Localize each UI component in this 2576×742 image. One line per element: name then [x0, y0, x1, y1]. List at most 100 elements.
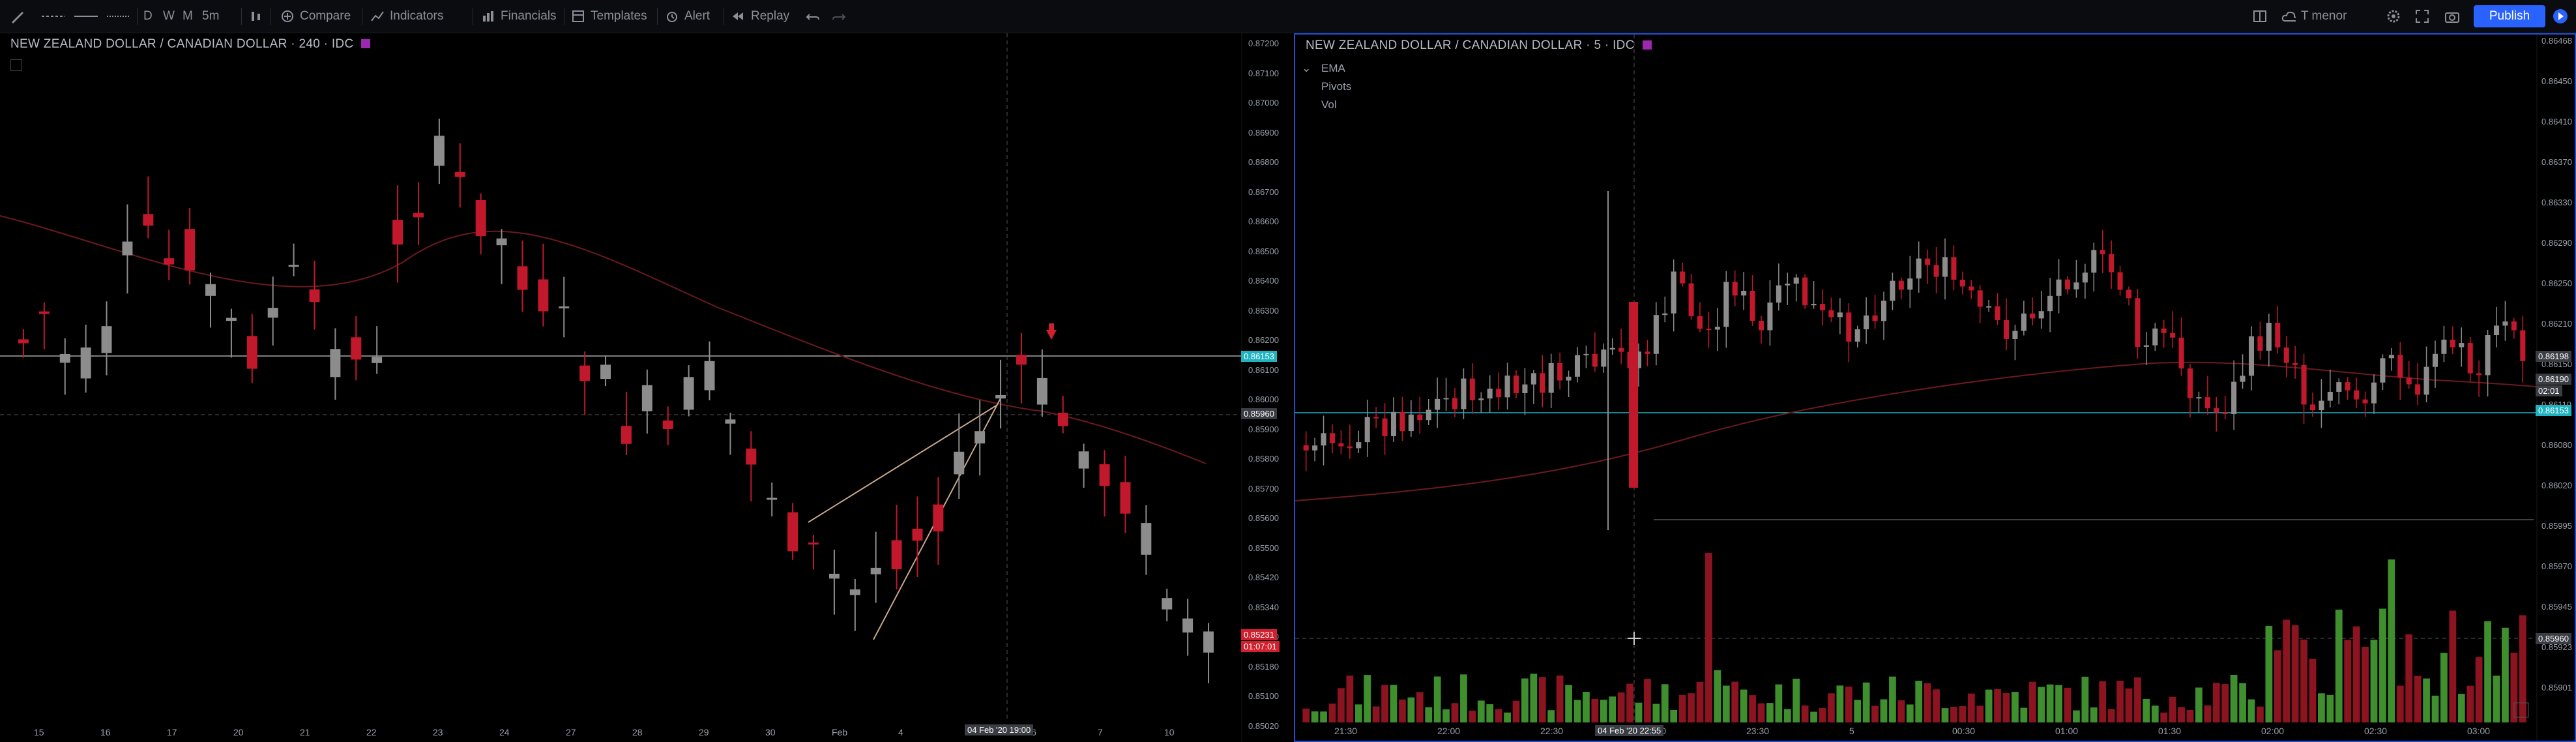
- volume-bar: [2247, 699, 2255, 722]
- price-tick-label: 0.85901: [2541, 683, 2572, 692]
- legend-collapse-icon[interactable]: ⌄: [1302, 62, 1311, 74]
- redo-icon[interactable]: [832, 0, 846, 33]
- candle-body: [2187, 368, 2193, 398]
- time-tick-label: 27: [566, 727, 576, 737]
- financials-label: Financials: [501, 9, 557, 23]
- line-width-icon[interactable]: [73, 0, 99, 33]
- layout-icon[interactable]: [2252, 0, 2268, 33]
- line-end-icon[interactable]: [106, 0, 132, 33]
- candle-body: [1723, 282, 1729, 327]
- candle-body: [2406, 377, 2412, 385]
- volume-bar: [1871, 705, 1879, 722]
- volume-bar: [2064, 687, 2071, 722]
- replay-label: Replay: [751, 9, 790, 23]
- interval-m[interactable]: M: [183, 9, 193, 23]
- legend-ema[interactable]: EMA: [1321, 62, 1345, 74]
- volume-bar: [1530, 674, 1538, 722]
- right-chart-symbol: NEW ZEALAND DOLLAR / CANADIAN DOLLAR · 5…: [1306, 38, 1635, 52]
- right-chart-canvas[interactable]: [1295, 35, 2575, 741]
- candle-body: [1898, 280, 1904, 290]
- candle-body: [621, 426, 632, 444]
- candle-body: [1452, 398, 1458, 409]
- volume-bar: [1845, 687, 1852, 722]
- candle-body: [2485, 335, 2491, 376]
- time-tick-label: 16: [100, 727, 111, 737]
- candle-body: [2248, 336, 2255, 376]
- right-chart-title: NEW ZEALAND DOLLAR / CANADIAN DOLLAR · 5…: [1306, 38, 1652, 53]
- settings-gear-icon[interactable]: [2386, 0, 2401, 33]
- compare-button[interactable]: Compare: [280, 0, 351, 33]
- candle-body: [1036, 378, 1047, 405]
- volume-bar: [1810, 711, 1817, 722]
- legend-vol[interactable]: Vol: [1321, 98, 1337, 111]
- candle-body: [2117, 272, 2123, 290]
- volume-bar: [2405, 634, 2413, 722]
- price-tick-label: 0.86400: [1248, 276, 1279, 286]
- candle-body: [1671, 271, 1676, 314]
- cloud-save-button[interactable]: T menor: [2281, 0, 2347, 33]
- chart-style-icon[interactable]: [249, 0, 263, 33]
- candle-body: [1758, 321, 1764, 331]
- time-tick-label: 7: [1098, 727, 1103, 737]
- left-chart-pane[interactable]: NEW ZEALAND DOLLAR / CANADIAN DOLLAR · 2…: [0, 33, 1291, 742]
- candle-body: [59, 353, 70, 363]
- candle-body: [1854, 329, 1860, 342]
- templates-button[interactable]: Templates: [571, 0, 647, 33]
- price-tick-label: 0.85500: [1248, 542, 1279, 553]
- replay-button[interactable]: Replay: [731, 0, 789, 33]
- candle-body: [454, 171, 465, 177]
- collapse-legend-icon[interactable]: [10, 59, 22, 71]
- candle-body: [1592, 353, 1598, 367]
- candle-body: [787, 512, 798, 552]
- candle-body: [1749, 291, 1755, 321]
- right-chart-pane[interactable]: NEW ZEALAND DOLLAR / CANADIAN DOLLAR · 5…: [1294, 33, 2576, 742]
- candle-body: [600, 364, 611, 379]
- volume-bar: [1880, 699, 1888, 722]
- volume-bar: [2300, 639, 2307, 722]
- candle-body: [1629, 302, 1638, 488]
- undo-icon[interactable]: [806, 0, 820, 33]
- volume-bar: [1897, 700, 1905, 722]
- candle-body: [2003, 320, 2010, 339]
- interval-5m[interactable]: 5m: [202, 9, 220, 23]
- publish-button[interactable]: Publish: [2474, 5, 2545, 27]
- fullscreen-icon[interactable]: [2415, 0, 2429, 33]
- volume-bar: [2221, 684, 2229, 722]
- candle-body: [1933, 265, 1939, 277]
- volume-bar: [2265, 625, 2273, 722]
- financials-button[interactable]: Financials: [481, 0, 557, 33]
- volume-bar: [1906, 704, 1914, 722]
- volume-bar: [2160, 712, 2168, 722]
- candle-body: [1583, 353, 1589, 355]
- play-circle-icon[interactable]: [2552, 0, 2569, 33]
- candle-body: [1732, 282, 1738, 296]
- candle-body: [538, 279, 549, 312]
- camera-icon[interactable]: [2444, 0, 2460, 33]
- volume-bar: [2326, 694, 2334, 722]
- price-tick-label: 0.86450: [2541, 76, 2572, 86]
- volume-bar: [2134, 677, 2141, 722]
- interval-d[interactable]: D: [143, 9, 153, 23]
- candle-body: [1969, 286, 1974, 291]
- candle-body: [80, 347, 91, 379]
- volume-bar: [1635, 702, 1643, 722]
- indicators-button[interactable]: Indicators: [370, 0, 443, 33]
- candle-body: [1329, 433, 1336, 443]
- volume-bar: [2169, 696, 2176, 722]
- volume-bar: [1416, 692, 1424, 722]
- interval-w[interactable]: W: [163, 9, 175, 23]
- volume-bar: [2151, 705, 2159, 722]
- candle-body: [1680, 271, 1686, 284]
- candle-body: [1417, 414, 1423, 421]
- drawing-tool-icon[interactable]: [9, 0, 26, 33]
- alert-button[interactable]: Alert: [665, 0, 710, 33]
- candle-body: [1469, 378, 1475, 400]
- candle-body: [1785, 284, 1791, 286]
- line-style-icon[interactable]: [40, 0, 66, 33]
- volume-bar: [1626, 683, 1633, 722]
- price-tick-label: 0.86900: [1248, 127, 1279, 138]
- candle-body: [1540, 373, 1545, 393]
- volume-bar: [1941, 708, 1949, 722]
- legend-pivots[interactable]: Pivots: [1321, 80, 1352, 93]
- left-chart-canvas[interactable]: [0, 33, 1291, 742]
